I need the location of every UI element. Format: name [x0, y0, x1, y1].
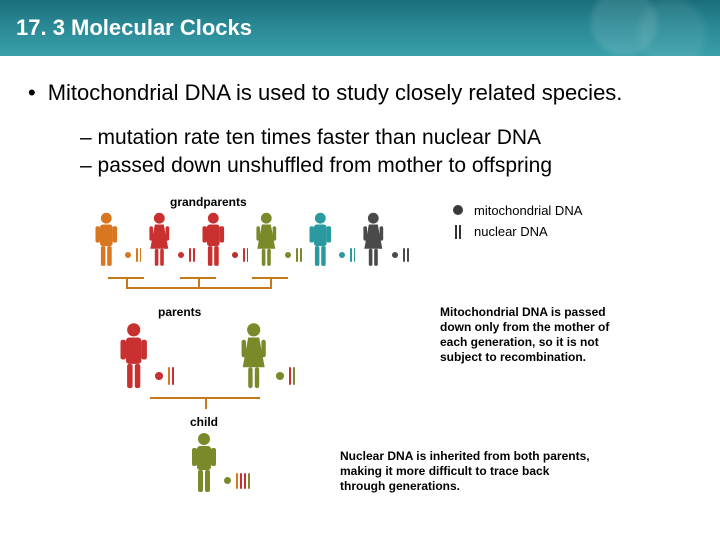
person-figure — [115, 321, 152, 391]
label-grandparents: grandparents — [170, 195, 247, 209]
label-parents: parents — [158, 305, 201, 319]
mito-dot-icon — [453, 205, 463, 215]
legend-mito: mitochondrial DNA — [450, 203, 582, 219]
slide-content: • Mitochondrial DNA is used to study clo… — [0, 56, 720, 525]
tree-line — [198, 277, 200, 287]
person-figure — [305, 211, 336, 269]
caption-nuclear: Nuclear DNA is inherited from both paren… — [340, 449, 590, 494]
tree-line — [270, 277, 272, 287]
person-figure — [251, 211, 282, 269]
legend: mitochondrial DNA nuclear DNA — [450, 203, 582, 246]
parents-row — [114, 321, 355, 391]
sub-bullets: – mutation rate ten times faster than nu… — [80, 124, 692, 181]
sub-bullet-1: – mutation rate ten times faster than nu… — [80, 124, 692, 152]
dna-markers — [224, 473, 250, 489]
main-bullet-text: Mitochondrial DNA is used to study close… — [48, 80, 623, 106]
dna-markers — [276, 367, 295, 385]
bullet-dot: • — [28, 80, 36, 106]
caption-mito: Mitochondrial DNA is passed down only fr… — [440, 305, 630, 365]
person-figure — [358, 211, 389, 269]
tree-line — [126, 287, 272, 289]
tree-line — [126, 277, 128, 287]
main-bullet: • Mitochondrial DNA is used to study clo… — [28, 80, 692, 106]
slide-title: 17. 3 Molecular Clocks — [16, 15, 252, 41]
dna-markers — [125, 248, 142, 262]
tree-line — [205, 397, 207, 409]
nuclear-bars-icon — [455, 225, 461, 239]
slide-header: 17. 3 Molecular Clocks — [0, 0, 720, 56]
person-figure — [91, 211, 122, 269]
dna-markers — [285, 248, 302, 262]
sub-bullet-2: – passed down unshuffled from mother to … — [80, 152, 692, 180]
grandparents-row — [90, 211, 411, 269]
person-figure — [235, 321, 272, 391]
dna-markers — [155, 367, 174, 385]
dna-markers — [339, 248, 356, 262]
child-row — [186, 431, 250, 495]
dna-markers — [232, 248, 249, 262]
dna-markers — [392, 248, 409, 262]
inheritance-diagram: grandparents parents child mitochondrial… — [30, 195, 690, 525]
label-child: child — [190, 415, 218, 429]
person-figure — [198, 211, 229, 269]
legend-nuclear: nuclear DNA — [450, 224, 582, 240]
person-figure — [187, 431, 221, 495]
person-figure — [144, 211, 175, 269]
dna-markers — [178, 248, 195, 262]
